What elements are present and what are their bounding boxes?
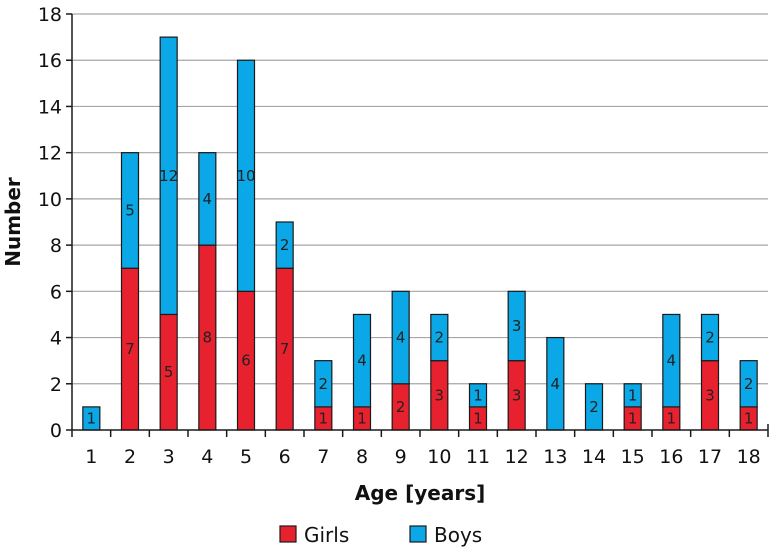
data-label-boys-10: 2 — [435, 329, 445, 347]
data-label-boys-12: 3 — [512, 317, 522, 335]
data-label-girls-15: 1 — [628, 409, 638, 427]
data-label-boys-18: 2 — [744, 375, 754, 393]
bar-segment-boys-2 — [120, 152, 140, 269]
y-tick-label: 10 — [38, 189, 62, 211]
x-tick-label: 17 — [698, 446, 722, 468]
y-tick-label: 6 — [50, 281, 62, 303]
y-tick-label: 18 — [38, 4, 62, 26]
x-tick-label: 18 — [737, 446, 761, 468]
bar-segment-boys-8 — [352, 313, 372, 408]
legend: Girls Boys — [279, 523, 482, 547]
x-tick-label: 13 — [543, 446, 567, 468]
y-tick-label: 2 — [50, 374, 62, 396]
data-label-boys-2: 5 — [125, 201, 135, 219]
data-label-boys-4: 4 — [203, 190, 213, 208]
y-tick-label: 8 — [50, 235, 62, 257]
y-tick-label: 0 — [50, 420, 62, 442]
gridlines — [72, 13, 768, 385]
bar-segment-boys-15 — [623, 383, 642, 408]
data-label-girls-17: 3 — [705, 386, 715, 404]
bar-segment-boys-9 — [391, 290, 410, 385]
data-label-boys-15: 1 — [628, 386, 638, 404]
data-label-girls-9: 2 — [396, 398, 406, 416]
data-label-boys-6: 2 — [280, 236, 290, 254]
bar-segment-boys-7 — [314, 360, 333, 408]
data-label-boys-11: 1 — [473, 386, 483, 404]
bar-segment-boys-3 — [159, 36, 178, 316]
bar-segment-boys-4 — [198, 152, 217, 246]
x-tick-label: 16 — [659, 446, 683, 468]
data-label-girls-3: 5 — [164, 363, 174, 381]
legend-swatch-boys — [409, 525, 427, 543]
bar-segment-boys-18 — [739, 360, 758, 408]
legend-swatch-girls — [279, 525, 297, 543]
bar-segment-boys-5 — [236, 59, 256, 292]
bar-segment-boys-17 — [700, 313, 720, 362]
data-label-girls-6: 7 — [280, 340, 290, 358]
data-label-boys-8: 4 — [357, 352, 367, 370]
data-label-girls-4: 8 — [203, 329, 213, 347]
x-tick-label: 10 — [427, 446, 451, 468]
x-tick-label: 6 — [279, 446, 291, 468]
y-tick-label: 4 — [50, 328, 62, 350]
x-tick-label: 2 — [124, 446, 136, 468]
x-tick-label: 15 — [621, 446, 645, 468]
bar-segment-boys-6 — [275, 221, 294, 269]
data-label-boys-7: 2 — [319, 375, 329, 393]
x-tick-label: 4 — [201, 446, 213, 468]
legend-label-girls: Girls — [304, 523, 349, 547]
y-tick-label: 14 — [38, 96, 62, 118]
data-label-boys-1: 1 — [87, 409, 97, 427]
x-axis-title: Age [years] — [355, 481, 485, 505]
data-label-boys-17: 2 — [705, 329, 715, 347]
bar-segment-boys-11 — [468, 383, 488, 408]
y-tick-label: 12 — [38, 143, 62, 165]
y-tick-label: 16 — [38, 50, 62, 72]
data-label-boys-16: 4 — [667, 352, 677, 370]
data-label-girls-10: 3 — [435, 386, 445, 404]
bar-segment-boys-10 — [430, 313, 449, 362]
x-tick-label: 11 — [466, 446, 490, 468]
data-label-girls-2: 7 — [125, 340, 135, 358]
data-label-girls-16: 1 — [667, 409, 677, 427]
data-label-boys-5: 10 — [236, 167, 255, 185]
x-tick-label: 8 — [356, 446, 368, 468]
x-tick-label: 7 — [317, 446, 329, 468]
data-label-girls-7: 1 — [319, 409, 329, 427]
y-axis-title: Number — [1, 177, 25, 267]
data-label-boys-3: 12 — [159, 167, 178, 185]
x-tick-label: 1 — [85, 446, 97, 468]
x-tick-label: 5 — [240, 446, 252, 468]
data-label-girls-11: 1 — [473, 409, 483, 427]
bar-segment-boys-12 — [507, 290, 526, 362]
legend-label-boys: Boys — [434, 523, 482, 547]
data-label-boys-13: 4 — [551, 375, 561, 393]
data-label-boys-14: 2 — [589, 398, 599, 416]
data-label-girls-8: 1 — [357, 409, 367, 427]
data-label-girls-18: 1 — [744, 409, 754, 427]
data-label-girls-5: 6 — [241, 352, 251, 370]
data-label-boys-9: 4 — [396, 329, 406, 347]
x-tick-label: 9 — [395, 446, 407, 468]
data-label-girls-12: 3 — [512, 386, 522, 404]
x-tick-label: 12 — [505, 446, 529, 468]
x-tick-label: 3 — [163, 446, 175, 468]
x-tick-label: 14 — [582, 446, 606, 468]
bar-segment-boys-16 — [662, 313, 681, 408]
